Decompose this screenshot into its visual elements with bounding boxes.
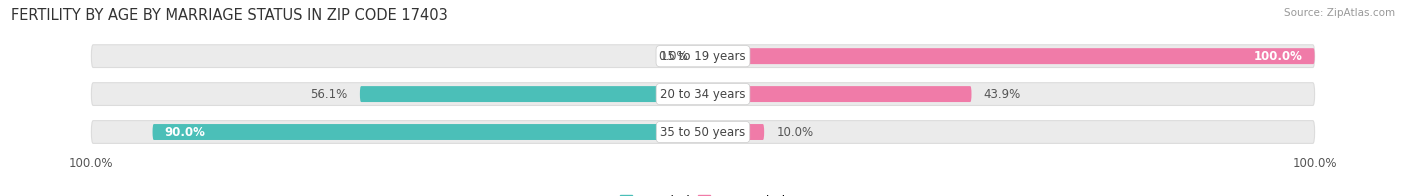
FancyBboxPatch shape [360, 86, 703, 102]
Text: 90.0%: 90.0% [165, 125, 205, 139]
Text: 15 to 19 years: 15 to 19 years [661, 50, 745, 63]
Text: 0.0%: 0.0% [658, 50, 688, 63]
Text: Source: ZipAtlas.com: Source: ZipAtlas.com [1284, 8, 1395, 18]
Legend: Married, Unmarried: Married, Unmarried [620, 195, 786, 196]
FancyBboxPatch shape [91, 121, 1315, 143]
FancyBboxPatch shape [703, 86, 972, 102]
Text: 10.0%: 10.0% [776, 125, 814, 139]
Text: FERTILITY BY AGE BY MARRIAGE STATUS IN ZIP CODE 17403: FERTILITY BY AGE BY MARRIAGE STATUS IN Z… [11, 8, 449, 23]
Text: 35 to 50 years: 35 to 50 years [661, 125, 745, 139]
FancyBboxPatch shape [152, 124, 703, 140]
Text: 56.1%: 56.1% [311, 88, 347, 101]
Text: 43.9%: 43.9% [984, 88, 1021, 101]
FancyBboxPatch shape [703, 48, 1315, 64]
Text: 20 to 34 years: 20 to 34 years [661, 88, 745, 101]
Text: 100.0%: 100.0% [1254, 50, 1302, 63]
FancyBboxPatch shape [91, 83, 1315, 105]
FancyBboxPatch shape [703, 124, 765, 140]
FancyBboxPatch shape [91, 45, 1315, 68]
